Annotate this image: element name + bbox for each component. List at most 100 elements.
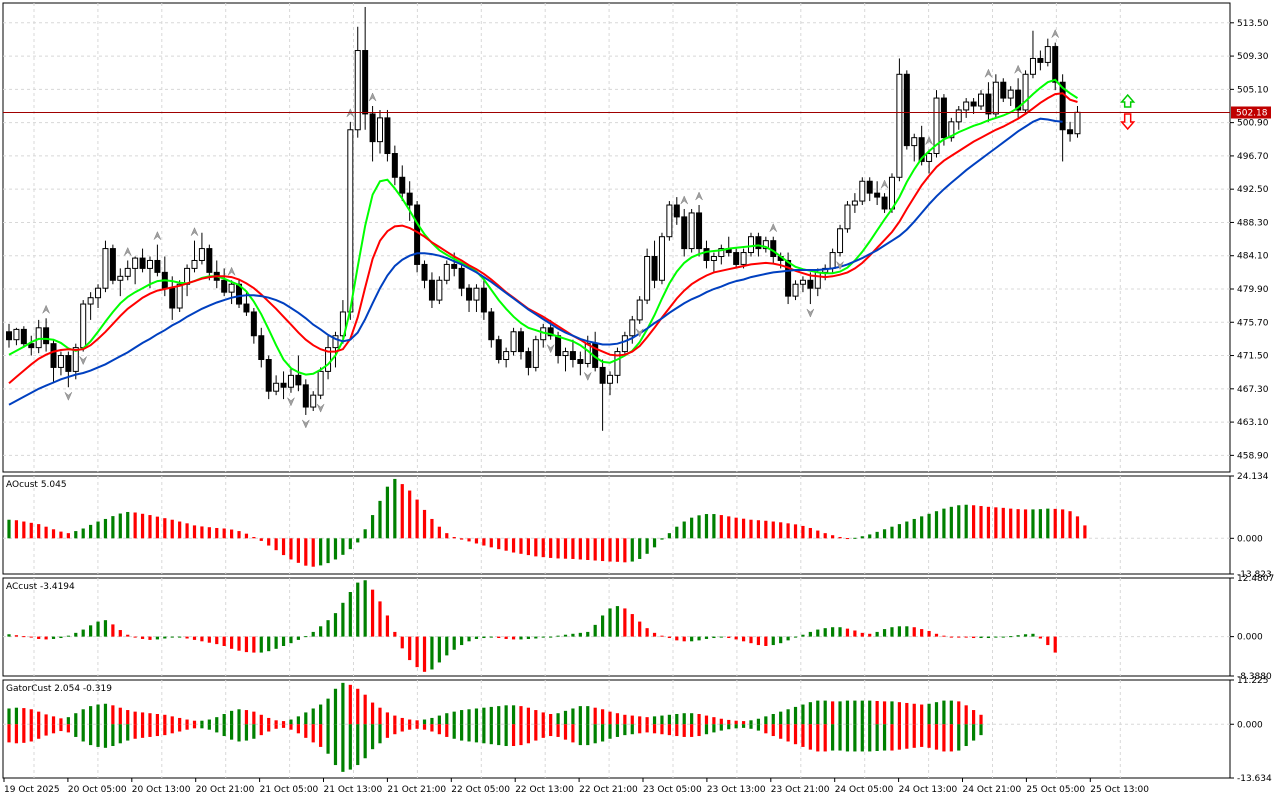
candle[interactable] (146, 256, 153, 289)
candle[interactable] (198, 232, 205, 265)
candle[interactable] (673, 197, 680, 225)
candle[interactable] (748, 232, 754, 257)
candle[interactable] (95, 284, 102, 309)
candle[interactable] (50, 339, 57, 384)
candle[interactable] (725, 236, 732, 257)
candle[interactable] (1000, 78, 1007, 103)
candle[interactable] (421, 260, 428, 289)
candle[interactable] (139, 248, 146, 273)
candle[interactable] (658, 232, 665, 285)
candle[interactable] (317, 367, 324, 400)
candle[interactable] (710, 252, 717, 273)
candle[interactable] (532, 335, 539, 372)
candle[interactable] (703, 240, 710, 269)
candle[interactable] (540, 323, 547, 348)
candle[interactable] (696, 205, 703, 257)
candle[interactable] (762, 236, 769, 253)
candle[interactable] (184, 264, 191, 297)
candle[interactable] (287, 367, 294, 393)
candle[interactable] (280, 371, 287, 400)
candle[interactable] (688, 208, 695, 253)
candle[interactable] (926, 149, 933, 174)
candle[interactable] (65, 351, 72, 388)
candle[interactable] (206, 244, 213, 281)
candle[interactable] (414, 201, 421, 273)
candle[interactable] (503, 347, 510, 368)
price-pane[interactable] (3, 6, 1230, 431)
candle[interactable] (599, 359, 606, 431)
candle[interactable] (124, 260, 131, 281)
candle[interactable] (992, 74, 999, 118)
candle[interactable] (213, 260, 220, 289)
candle[interactable] (480, 280, 487, 320)
candle[interactable] (428, 272, 435, 309)
candle[interactable] (20, 326, 27, 348)
candle[interactable] (569, 339, 576, 368)
candle[interactable] (614, 347, 621, 384)
candle[interactable] (1022, 70, 1029, 114)
candle[interactable] (310, 391, 317, 411)
candle[interactable] (265, 355, 272, 400)
candle[interactable] (1029, 30, 1036, 79)
candle[interactable] (57, 351, 64, 376)
candle[interactable] (844, 201, 851, 233)
candle[interactable] (525, 347, 532, 376)
candle[interactable] (681, 208, 688, 257)
candle[interactable] (955, 105, 962, 130)
candle[interactable] (273, 375, 280, 396)
candle[interactable] (948, 117, 955, 142)
candle[interactable] (970, 98, 977, 114)
candle[interactable] (406, 181, 413, 221)
candle[interactable] (1015, 78, 1022, 118)
candle[interactable] (851, 193, 858, 213)
candle[interactable] (369, 105, 376, 162)
candle[interactable] (1074, 105, 1081, 138)
candle[interactable] (799, 276, 806, 293)
candle[interactable] (1037, 50, 1044, 71)
candle[interactable] (169, 276, 176, 320)
candle[interactable] (517, 327, 524, 360)
candle[interactable] (6, 323, 12, 348)
candle[interactable] (35, 319, 42, 354)
candle[interactable] (250, 308, 257, 344)
candle[interactable] (874, 181, 881, 206)
candle[interactable] (562, 347, 569, 372)
candle[interactable] (903, 70, 910, 150)
candle[interactable] (792, 280, 799, 301)
candle[interactable] (510, 327, 517, 356)
candle[interactable] (325, 335, 332, 380)
candle[interactable] (109, 244, 116, 285)
candle[interactable] (154, 244, 161, 277)
candle[interactable] (607, 371, 614, 396)
candle[interactable] (866, 177, 873, 202)
candle[interactable] (488, 308, 495, 348)
candle[interactable] (978, 90, 985, 110)
candle[interactable] (87, 292, 94, 320)
candle[interactable] (228, 280, 235, 305)
candle[interactable] (651, 240, 658, 289)
candle[interactable] (473, 284, 480, 312)
candle[interactable] (733, 248, 740, 269)
candle[interactable] (985, 82, 992, 122)
candle[interactable] (621, 331, 628, 356)
candle[interactable] (644, 248, 651, 305)
candle[interactable] (881, 193, 888, 213)
candle[interactable] (940, 94, 947, 146)
candle[interactable] (117, 268, 124, 297)
candle[interactable] (458, 264, 465, 297)
candle[interactable] (577, 351, 584, 376)
candle[interactable] (354, 26, 361, 138)
candle[interactable] (807, 272, 814, 305)
candle[interactable] (302, 379, 309, 415)
ac-indicator-pane[interactable]: ACcust -3.4194 (6, 580, 1057, 672)
candle[interactable] (911, 133, 918, 162)
candle[interactable] (1044, 38, 1051, 67)
ao-indicator-pane[interactable]: AOcust 5.045 (6, 478, 1087, 567)
candle[interactable] (933, 90, 940, 158)
candle[interactable] (13, 327, 20, 346)
candle[interactable] (132, 256, 139, 285)
candle[interactable] (436, 276, 443, 305)
candle[interactable] (221, 268, 228, 297)
candle[interactable] (295, 355, 302, 392)
